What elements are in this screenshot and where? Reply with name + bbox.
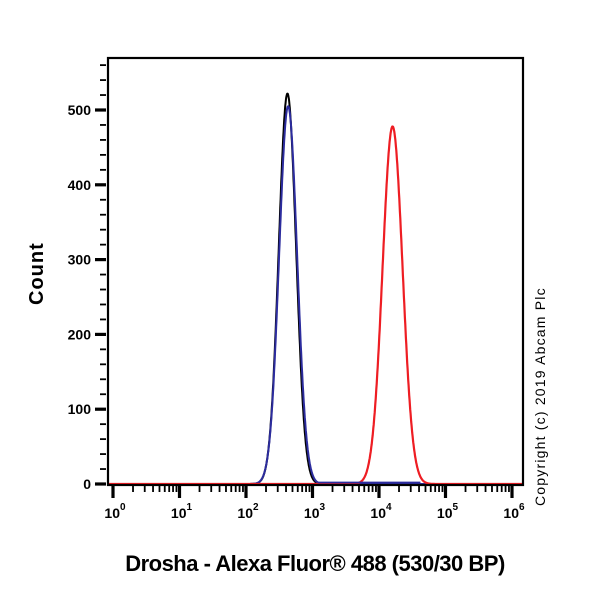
blue-curve (107, 105, 524, 485)
y-tick-label: 0 (83, 476, 91, 492)
plot-frame (106, 56, 525, 487)
y-tick-label: 300 (68, 252, 92, 268)
x-tick-label: 103 (304, 502, 326, 521)
y-axis-label: Count (26, 242, 48, 305)
x-tick-label: 102 (237, 502, 259, 521)
y-tick-label: 500 (68, 102, 92, 118)
x-axis-title: Drosha - Alexa Fluor® 488 (530/30 BP) (125, 551, 505, 576)
red-curve (107, 125, 524, 486)
y-tick-label: 100 (68, 401, 92, 417)
y-tick-label: 400 (68, 177, 92, 193)
x-tick-label: 105 (437, 502, 459, 521)
x-tick-label: 106 (503, 502, 525, 521)
x-tick-label: 104 (370, 502, 392, 521)
y-tick-label: 200 (68, 326, 92, 342)
black-curve (107, 92, 524, 485)
x-tick-label: 101 (171, 502, 193, 521)
copyright-text: Copyright (c) 2019 Abcam Plc (532, 287, 548, 506)
x-tick-label: 100 (104, 502, 126, 521)
